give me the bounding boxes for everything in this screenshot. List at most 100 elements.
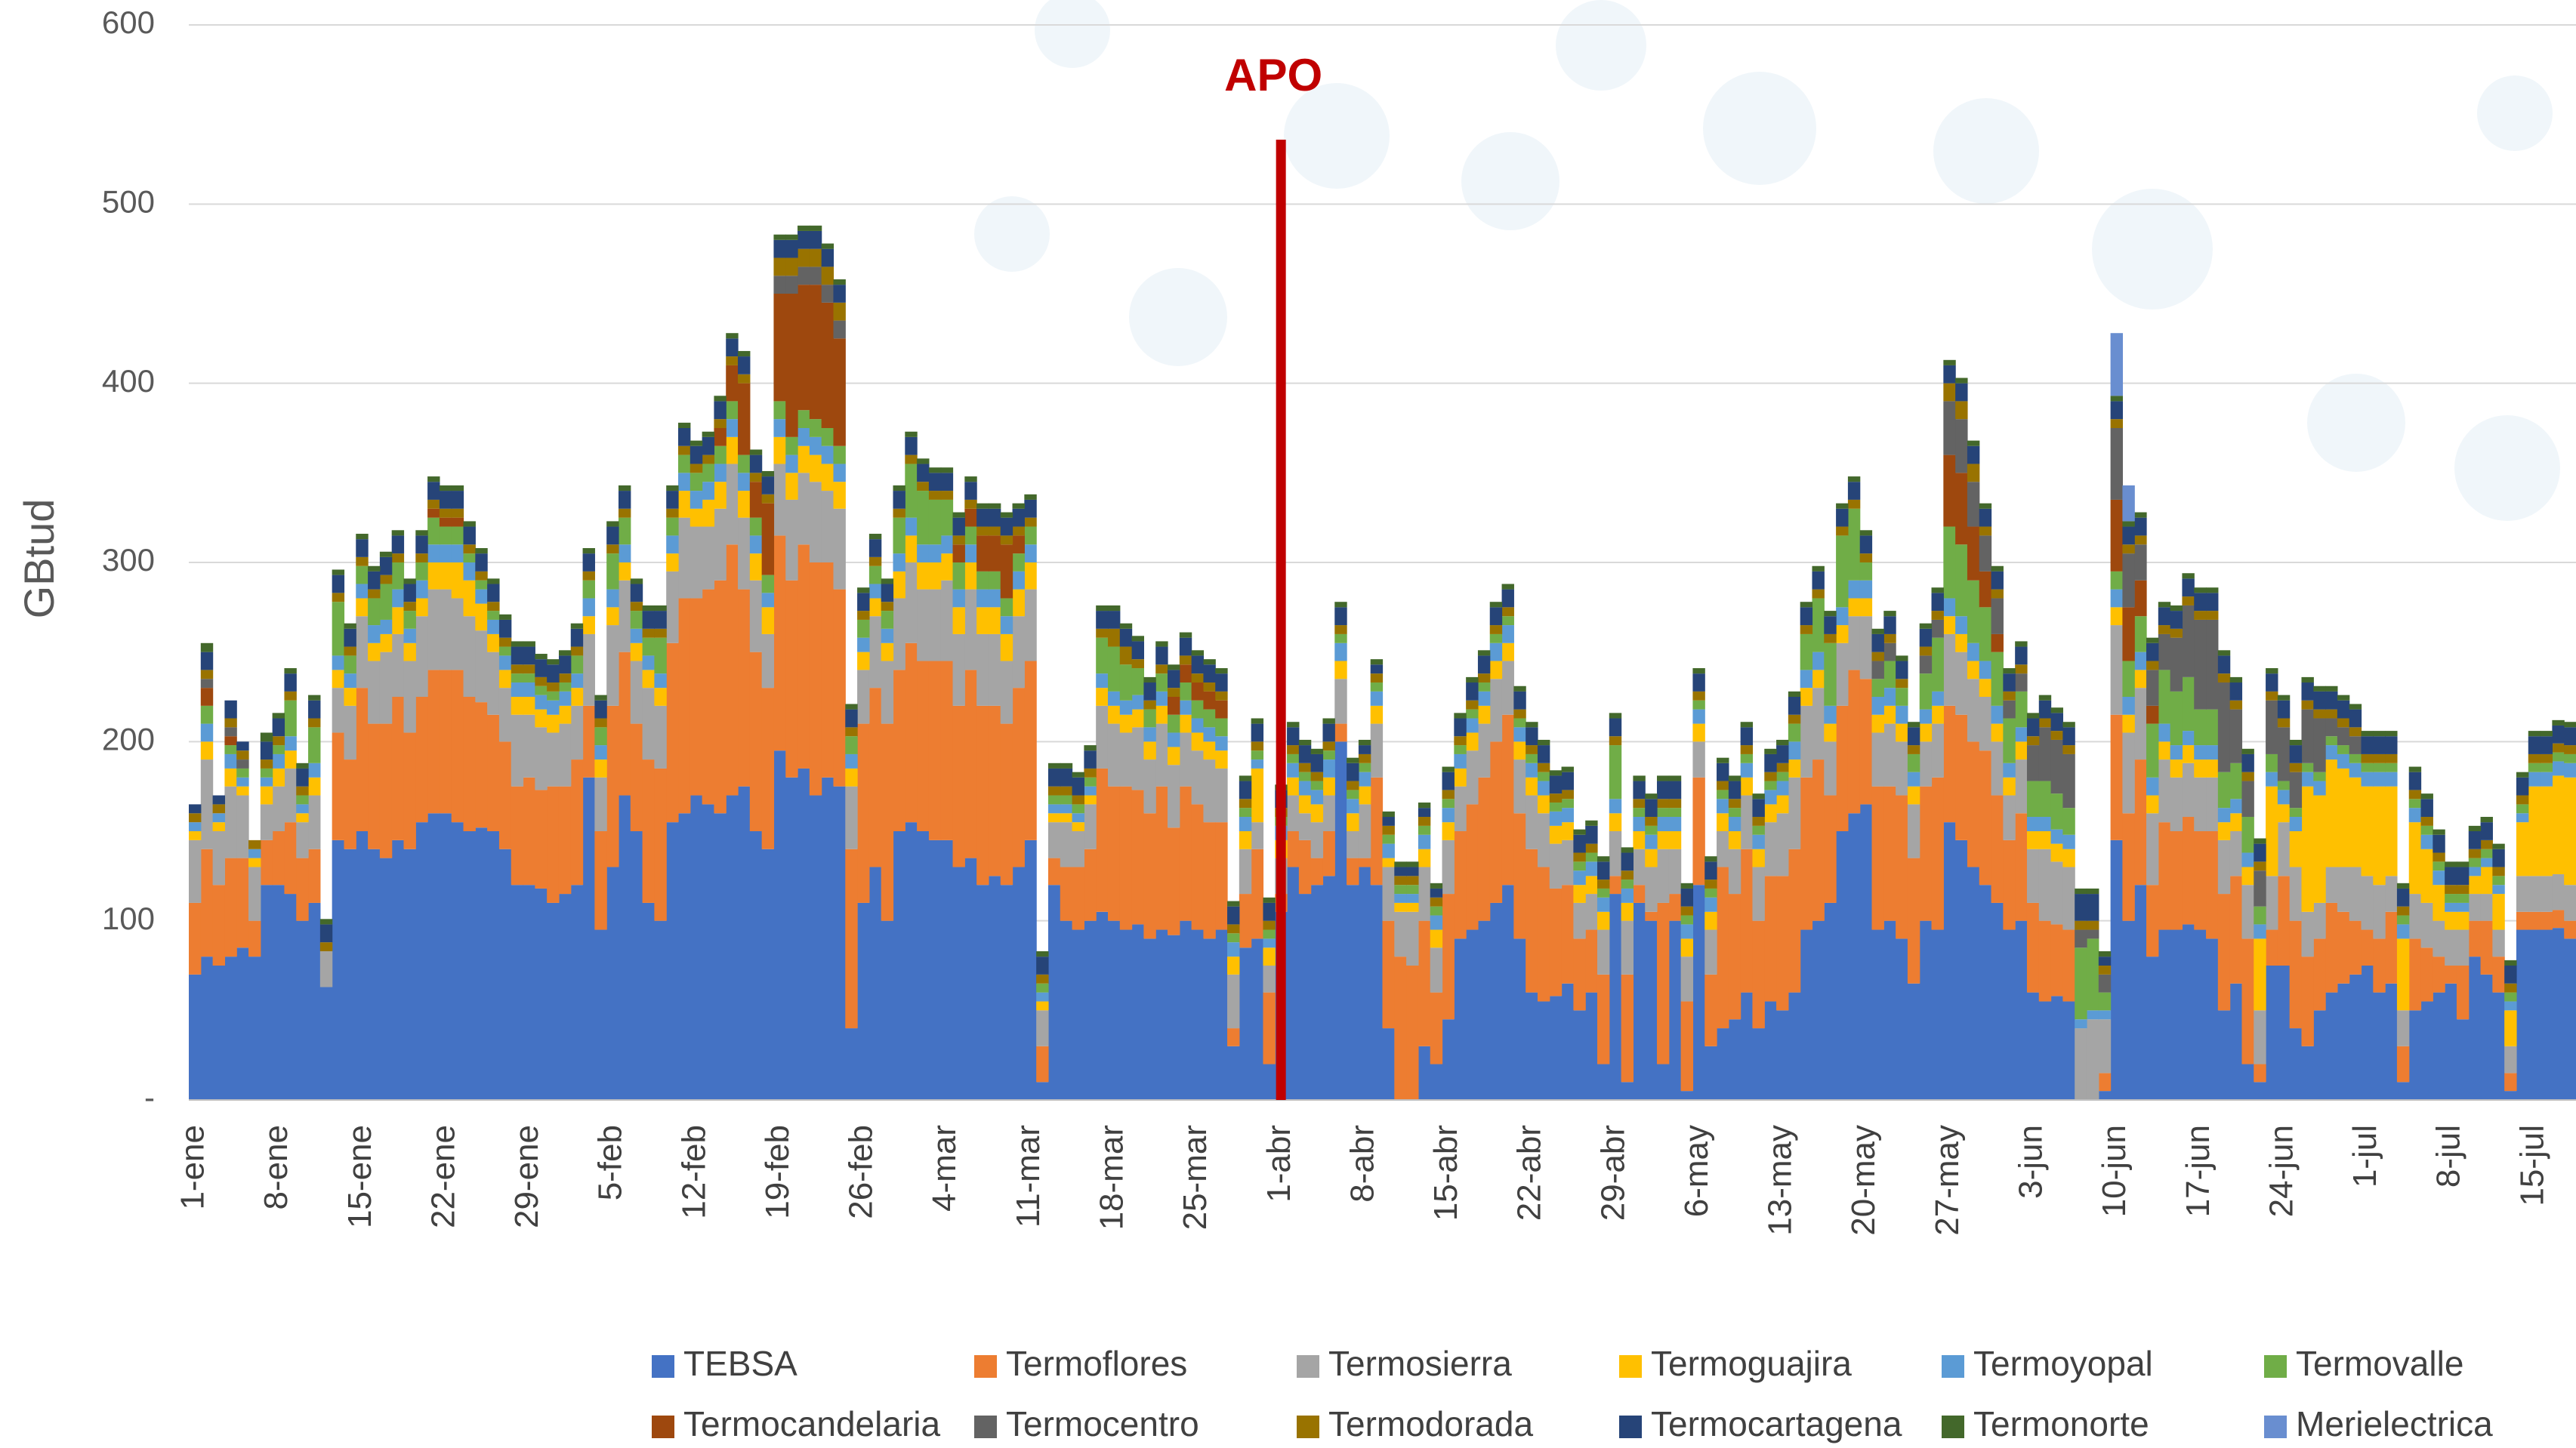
bar-segment [1955,840,1968,1100]
bar-segment [1000,661,1013,724]
bar-segment [1347,858,1359,886]
bar-segment [2361,763,2374,772]
bar-segment [2122,526,2135,545]
bar-segment [809,225,822,231]
bar-segment [1347,799,1359,814]
bar-segment [2433,834,2445,853]
bar-segment [1931,723,1944,778]
bar-segment [1991,571,2004,590]
bar-segment [2003,691,2016,701]
bar-segment [1203,659,1216,665]
x-tick-label: 27-may [1929,1125,1966,1236]
bar-segment [749,580,763,652]
bar-segment [1203,682,1216,692]
bar-segment [403,628,416,643]
bar-segment [1824,642,1837,706]
bar-segment [1191,682,1205,701]
bar-segment [1704,929,1717,975]
bar-segment [1621,870,1634,880]
y-tick-label: 500 [102,183,155,219]
bar-segment [391,607,405,634]
bar-segment [1657,849,1670,903]
bar-segment [893,491,905,509]
bar-segment [2241,748,2254,754]
bar-segment [284,768,297,823]
bar-segment [749,517,763,536]
bar-segment [618,508,631,518]
bar-segment [761,593,775,608]
bar-segment [618,517,631,545]
background-decoration [974,0,2560,521]
bar-segment [1883,642,1896,661]
bar-segment [2540,786,2553,877]
bar-segment [868,616,882,689]
bar-segment [1251,750,1264,760]
bar-segment [773,419,786,437]
bar-segment [1740,763,1754,778]
bar-segment [1168,827,1180,935]
bar-segment [821,562,835,778]
bar-segment [1168,714,1180,733]
bar-segment [1370,885,1384,1100]
bar-segment [594,831,607,930]
bar-segment [2122,732,2135,814]
bar-segment [1585,876,1598,895]
bar-segment [1501,625,1514,643]
bar-segment [1370,664,1384,674]
bar-segment [1334,661,1347,679]
bar-segment [654,705,667,769]
bar-segment [451,544,464,562]
bar-segment [797,445,810,473]
bar-segment [1143,682,1156,701]
bar-segment [1800,929,1813,1100]
bar-segment [1740,992,1754,1100]
bar-segment [1513,727,1526,742]
bar-segment [1203,741,1216,760]
bar-segment [451,822,464,1100]
bar-segment [761,849,775,1100]
bar-segment [1609,713,1622,719]
bar-segment [2158,723,2171,742]
bar-segment [582,580,595,599]
bar-segment [1883,723,1896,787]
decor-circle [1284,83,1390,189]
bar-segment [2122,544,2135,554]
bar-segment [1347,885,1359,1100]
bar-segment [1084,804,1097,849]
bar-segment [2456,867,2470,886]
bar-segment [702,464,715,482]
bar-segment [1680,1001,1694,1092]
bar-segment [1537,763,1550,772]
bar-segment [368,565,381,571]
bar-segment [726,338,739,357]
bar-segment [1979,661,1992,679]
bar-segment [1203,759,1216,823]
bar-segment [1191,650,1205,656]
x-tick-label: 22-ene [424,1125,461,1228]
bar-segment [2564,753,2576,763]
bar-segment [1287,753,1300,763]
bar-segment [940,553,954,581]
bar-segment [1919,741,1933,787]
bar-segment [1883,611,1896,617]
bar-segment [726,436,739,464]
bar-segment [988,503,1001,509]
bar-segment [2194,777,2207,831]
bar-segment [1477,691,1491,706]
bar-segment [1012,508,1025,527]
bar-segment [1036,992,1049,1002]
bar-segment [738,517,751,590]
bar-segment [2492,867,2505,877]
bar-segment [1836,508,1849,527]
bar-segment [1358,772,1371,787]
bar-segment [2456,902,2470,912]
bar-segment [1668,849,1682,895]
bar-segment [1298,739,1312,746]
bar-segment [2015,673,2028,692]
bar-segment [1060,867,1073,921]
bar-segment [1358,867,1371,1100]
bar-segment [1322,759,1335,778]
bar-segment [2110,625,2124,715]
bar-segment [1382,834,1395,844]
